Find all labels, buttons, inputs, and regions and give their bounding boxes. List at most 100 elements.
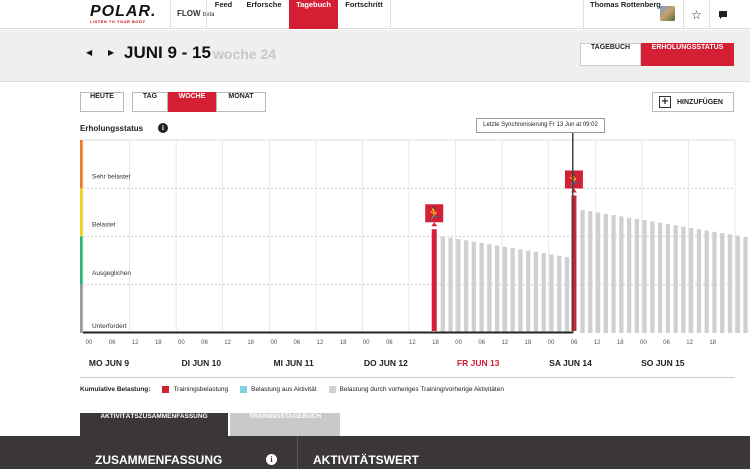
previous-load-bar [712, 231, 717, 333]
legend-label-activity: Belastung aus Aktivität [251, 386, 317, 393]
level-label: Sehr belastet [92, 173, 130, 180]
x-tick-label: 12 [224, 340, 231, 346]
previous-load-bar [448, 237, 453, 333]
previous-load-bar [440, 236, 445, 333]
previous-load-bar [557, 255, 562, 333]
x-tick-label: 06 [201, 340, 208, 346]
x-tick-label: 18 [432, 340, 439, 346]
x-day-label: SA JUN 14 [549, 358, 592, 368]
legend-swatch-activity [240, 386, 248, 393]
previous-load-bar [642, 220, 647, 333]
previous-load-bar [471, 241, 476, 333]
day-view-button[interactable]: TAG [132, 92, 168, 112]
x-tick-label: 00 [178, 340, 185, 346]
previous-load-bar [510, 247, 515, 333]
legend-swatch-training [162, 386, 170, 393]
tab-tagebuch[interactable]: TAGEBUCH [580, 43, 641, 66]
previous-load-bar [657, 222, 663, 333]
x-day-label: MI JUN 11 [273, 358, 314, 368]
level-label: Belastet [92, 222, 116, 229]
summary-bar: ZUSAMMENFASSUNG i AKTIVITÄTSWERT [0, 436, 750, 469]
summary-divider [297, 436, 298, 469]
legend-item-previous: Belastung durch vorheriges Training/vorh… [328, 386, 504, 393]
runner-marker-pointer [570, 188, 577, 193]
x-tick-label: 00 [547, 340, 555, 346]
month-view-button[interactable]: MONAT [216, 92, 266, 112]
arrow-right-icon[interactable]: ▶ [108, 48, 115, 57]
runner-icon: 🏃 [426, 206, 442, 222]
x-tick-label: 00 [455, 340, 462, 346]
divider [80, 377, 735, 378]
previous-load-bar [541, 253, 546, 333]
activity-value-heading: AKTIVITÄTSWERT [313, 453, 419, 467]
previous-load-bar [526, 250, 531, 333]
legend-item-training: Trainingsbelastung [162, 386, 228, 393]
x-tick-label: 06 [478, 340, 486, 346]
previous-load-bar [502, 246, 508, 333]
nav-erforsche[interactable]: Erforsche [246, 0, 282, 9]
x-tick-label: 00 [640, 340, 647, 346]
previous-load-bar [479, 242, 484, 333]
x-tick-label: 18 [247, 340, 255, 346]
flow-text: FLOW [177, 9, 201, 18]
x-day-label: SO JUN 15 [641, 358, 685, 368]
legend: Kumulative Belastung: Trainingsbelastung… [80, 386, 516, 393]
previous-load-bar [727, 234, 733, 333]
summary-info-icon[interactable]: i [266, 454, 277, 465]
info-icon[interactable]: i [158, 123, 168, 133]
level-color-strip [80, 188, 83, 237]
previous-load-bar [494, 245, 500, 333]
previous-load-bar [665, 224, 671, 333]
level-color-strip [80, 236, 83, 285]
previous-load-bar [704, 230, 709, 333]
flow-beta: beta [202, 12, 215, 18]
x-tick-label: 12 [686, 340, 693, 346]
previous-load-bar [487, 244, 492, 333]
x-tick-label: 12 [409, 340, 416, 346]
tab-activity-summary[interactable]: AKTIVITÄTSZUSAMMENFASSUNG [80, 413, 228, 436]
x-tick-label: 18 [524, 340, 532, 346]
training-load-bar [571, 195, 577, 331]
training-load-bar [431, 229, 437, 331]
previous-load-bar [626, 217, 632, 333]
runner-marker [564, 170, 583, 189]
nav-fortschritt[interactable]: Fortschritt [345, 0, 383, 9]
message-icon[interactable] [710, 0, 735, 29]
tab-erholungsstatus[interactable]: ERHOLUNGSSTATUS [641, 43, 734, 66]
legend-label-training: Trainingsbelastung [173, 386, 229, 393]
add-button[interactable]: + HINZUFÜGEN [652, 92, 734, 112]
legend-swatch-previous [328, 386, 336, 393]
week-view-button[interactable]: WOCHE [168, 92, 216, 112]
legend-item-activity: Belastung aus Aktivität [240, 386, 317, 393]
x-day-label: DI JUN 10 [181, 358, 222, 368]
previous-load-bar [634, 218, 639, 333]
x-tick-label: 06 [108, 340, 116, 346]
x-tick-label: 12 [131, 340, 139, 346]
flow-label: FLOW beta [177, 9, 214, 18]
x-tick-label: 12 [316, 340, 324, 346]
x-tick-label: 18 [709, 340, 717, 346]
nav-tagebuch[interactable]: Tagebuch [289, 0, 338, 29]
previous-load-bar [518, 249, 523, 333]
runner-icon: 🏃 [566, 172, 582, 188]
previous-load-bar [735, 235, 740, 333]
arrow-left-icon[interactable]: ◀ [86, 48, 93, 57]
star-icon[interactable]: ☆ [691, 7, 702, 22]
x-tick-label: 18 [616, 340, 624, 346]
runner-marker-pointer [431, 222, 438, 227]
today-button[interactable]: HEUTE [80, 92, 124, 112]
level-label: Ausgeglichen [92, 270, 131, 277]
user-name[interactable]: Thomas Rottenberg [590, 0, 661, 9]
avatar[interactable] [660, 6, 675, 21]
tab-training-log[interactable]: TRAININGSTAGEBUCH [230, 413, 340, 436]
x-day-label: FR JUN 13 [456, 358, 500, 368]
level-color-strip [80, 284, 83, 333]
polar-logo[interactable]: POLAR. LISTEN TO YOUR BODY [90, 4, 156, 25]
previous-load-bar [456, 239, 461, 333]
previous-load-bar [603, 213, 608, 333]
level-color-strip [80, 140, 83, 189]
sync-tooltip: Letzte Synchronisierung Fr 13 Jun at 09:… [476, 118, 605, 133]
nav-feed[interactable]: Feed [214, 0, 233, 9]
previous-load-bar [580, 209, 585, 333]
